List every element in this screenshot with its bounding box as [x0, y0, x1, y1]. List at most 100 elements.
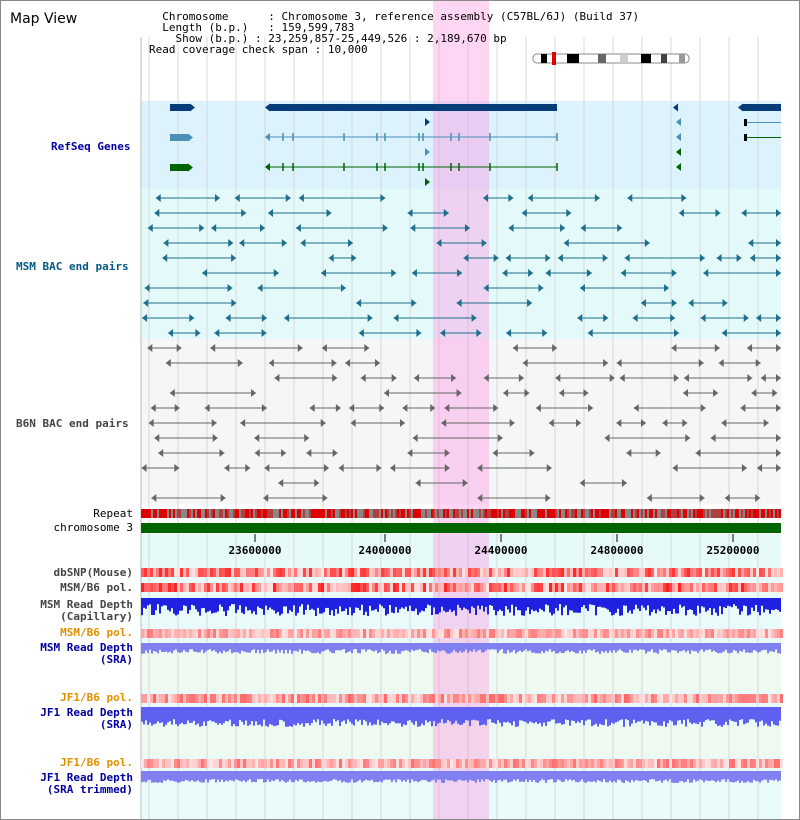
read-depth-bar: [543, 649, 545, 654]
read-depth-bar: [479, 604, 481, 610]
read-depth-bar: [657, 649, 659, 654]
polymorphism-cell: [159, 568, 162, 577]
read-depth-bar: [701, 604, 703, 607]
read-depth-bar: [379, 649, 381, 653]
polymorphism-cell: [543, 694, 546, 703]
read-depth-bar: [255, 719, 257, 722]
polymorphism-cell: [207, 568, 210, 577]
read-depth-bar: [327, 604, 329, 608]
read-depth-bar: [271, 719, 273, 725]
repeat-mark: [711, 509, 713, 518]
track-label-msm-depth-capillary[interactable]: MSM Read Depth (Capillary): [40, 598, 133, 623]
polymorphism-cell: [708, 629, 711, 638]
polymorphism-cell: [144, 568, 147, 577]
track-label-refseq[interactable]: RefSeq Genes: [51, 140, 131, 153]
read-depth-bar: [151, 719, 153, 726]
bac-end-marker: [204, 404, 210, 412]
bac-end-marker: [663, 284, 669, 292]
read-depth-bar: [323, 649, 325, 652]
polymorphism-cell: [663, 759, 666, 768]
polymorphism-cell: [156, 568, 159, 577]
read-depth-bar: [177, 719, 179, 727]
repeat-mark: [603, 509, 605, 518]
bac-end-marker: [721, 419, 727, 427]
polymorphism-cell: [345, 694, 348, 703]
read-depth-bar: [167, 604, 169, 610]
read-depth-bar: [225, 649, 227, 653]
polymorphism-cell: [366, 568, 369, 577]
track-label-msm-b6-pol[interactable]: MSM/B6 pol.: [60, 581, 133, 594]
polymorphism-cell: [699, 694, 702, 703]
chromosome-info: Chromosome : Chromosome 3, reference ass…: [149, 11, 639, 55]
track-label-jf1-b6-pol[interactable]: JF1/B6 pol.: [60, 691, 133, 704]
polymorphism-cell: [459, 694, 462, 703]
track-label-msm-depth-sra[interactable]: MSM Read Depth (SRA): [40, 641, 133, 666]
repeat-mark: [655, 509, 657, 518]
bac-end-marker: [776, 404, 781, 412]
polymorphism-cell: [615, 694, 618, 703]
track-label-jf1-depth-sra[interactable]: JF1 Read Depth (SRA): [40, 706, 133, 731]
read-depth-bar: [363, 719, 365, 720]
polymorphism-cell: [324, 583, 327, 592]
read-depth-bar: [197, 719, 199, 724]
bac-end-marker: [776, 449, 781, 457]
polymorphism-cell: [324, 629, 327, 638]
repeat-mark: [667, 509, 669, 518]
polymorphism-cell: [501, 759, 504, 768]
read-depth-bar: [313, 779, 315, 782]
track-label-b6n-bac[interactable]: B6N BAC end pairs: [16, 417, 129, 430]
bac-end-marker: [506, 329, 512, 337]
read-depth-bar: [611, 604, 613, 616]
track-label-jf1-depth-trimmed[interactable]: JF1 Read Depth (SRA trimmed): [40, 771, 133, 796]
polymorphism-cell: [285, 694, 288, 703]
bac-end-marker: [364, 344, 370, 352]
polymorphism-cell: [357, 694, 360, 703]
read-depth-bar: [265, 779, 267, 783]
polymorphism-cell: [408, 759, 411, 768]
read-depth-bar: [243, 649, 245, 652]
polymorphism-cell: [177, 568, 180, 577]
read-depth-bar: [403, 719, 405, 725]
track-label-msm-bac[interactable]: MSM BAC end pairs: [16, 260, 129, 273]
polymorphism-cell: [690, 629, 693, 638]
repeat-mark: [727, 509, 729, 518]
bac-end-marker: [714, 344, 720, 352]
polymorphism-cell: [432, 568, 435, 577]
read-depth-bar: [619, 604, 621, 616]
polymorphism-cell: [504, 759, 507, 768]
bac-end-marker: [268, 359, 274, 367]
track-label-msm-b6-pol-2[interactable]: MSM/B6 pol.: [60, 626, 133, 639]
read-depth-bar: [521, 604, 523, 616]
polymorphism-cell: [498, 694, 501, 703]
bac-end-marker: [626, 449, 632, 457]
bac-end-marker: [776, 329, 781, 337]
polymorphism-cell: [333, 583, 336, 592]
read-depth-bar: [567, 649, 569, 651]
read-depth-bar: [489, 779, 491, 781]
track-label-repeat[interactable]: Repeat: [93, 507, 133, 520]
repeat-mark: [769, 509, 771, 518]
polymorphism-cell: [582, 568, 585, 577]
read-depth-bar: [771, 779, 773, 780]
read-depth-bar: [469, 779, 471, 780]
polymorphism-cell: [612, 759, 615, 768]
polymorphism-cell: [438, 694, 441, 703]
read-depth-bar: [755, 779, 757, 782]
polymorphism-cell: [552, 583, 555, 592]
read-depth-bar: [341, 604, 343, 612]
read-depth-bar: [333, 604, 335, 616]
polymorphism-cell: [237, 759, 240, 768]
track-label-jf1-b6-pol-2[interactable]: JF1/B6 pol.: [60, 756, 133, 769]
polymorphism-cell: [717, 568, 720, 577]
read-depth-bar: [331, 719, 333, 726]
read-depth-bar: [757, 604, 759, 613]
track-label-dbsnp[interactable]: dbSNP(Mouse): [53, 566, 133, 579]
read-depth-bar: [461, 719, 463, 725]
read-depth-bar: [233, 719, 235, 725]
read-depth-bar: [765, 779, 767, 780]
bac-end-marker: [776, 269, 781, 277]
polymorphism-cell: [315, 583, 318, 592]
polymorphism-cell: [387, 583, 390, 592]
track-label-chromosome[interactable]: chromosome 3: [53, 521, 133, 534]
